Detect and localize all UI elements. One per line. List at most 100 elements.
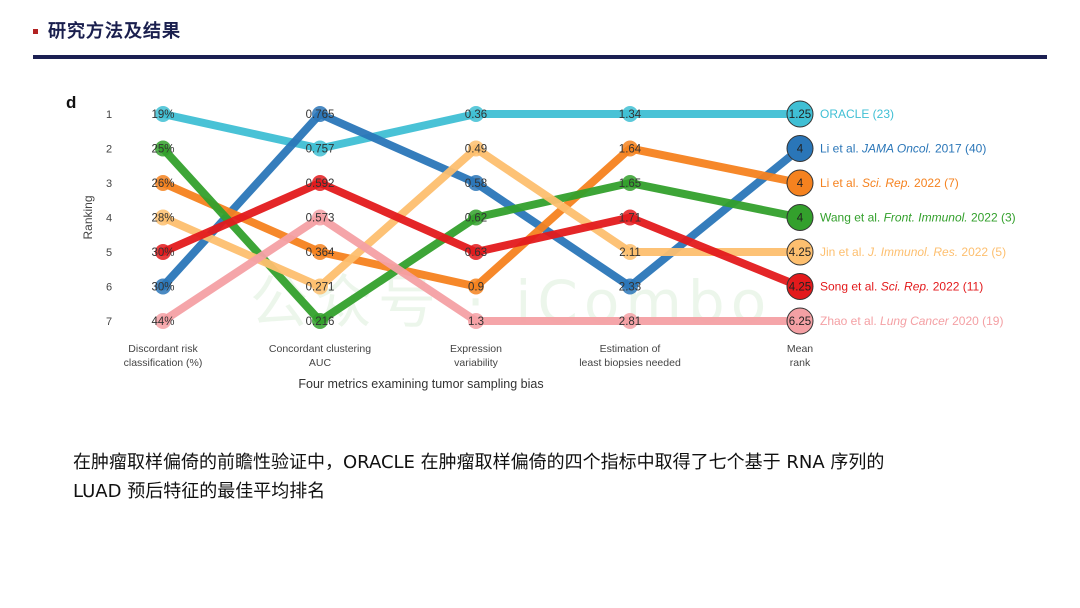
bullet-square-icon	[33, 28, 38, 34]
data-point-marker	[155, 140, 171, 157]
data-point-value: 0.216	[306, 316, 335, 328]
data-point-value: 1.71	[619, 213, 641, 225]
x-category-label: AUC	[309, 357, 332, 369]
data-point-marker	[622, 106, 638, 122]
data-point-marker	[312, 140, 328, 157]
x-category-label: Estimation of	[600, 343, 661, 355]
series-line	[159, 144, 804, 325]
x-category-label: Concordant clustering	[269, 343, 371, 355]
data-point-marker	[468, 278, 484, 295]
data-point-value: 30%	[151, 247, 174, 259]
data-point-marker	[622, 244, 638, 260]
slide-header: 研究方法及结果	[33, 14, 181, 46]
mean-rank-value: 4.25	[789, 282, 811, 294]
mean-rank-value: 6.25	[789, 316, 811, 328]
data-point-marker	[155, 244, 171, 260]
x-category-label: classification (%)	[124, 357, 203, 369]
slide-title: 研究方法及结果	[48, 21, 181, 41]
data-point-marker	[622, 278, 638, 295]
legend-label: Li et al. Sci. Rep. 2022 (7)	[820, 176, 959, 190]
y-tick-label: 6	[106, 282, 112, 294]
data-point-marker	[622, 140, 638, 157]
data-point-value: 1.65	[619, 178, 641, 190]
y-tick-label: 4	[106, 213, 112, 225]
mean-rank-value: 4	[797, 178, 804, 190]
y-tick-label: 3	[106, 178, 112, 190]
data-point-marker	[622, 175, 638, 191]
data-point-value: 1.3	[468, 316, 484, 328]
data-point-marker	[468, 244, 484, 260]
data-point-marker	[312, 209, 328, 226]
data-point-marker	[155, 175, 171, 191]
data-point-value: 0.271	[306, 282, 335, 294]
x-category-label: rank	[790, 357, 811, 369]
data-point-marker	[468, 106, 484, 122]
data-point-value: 19%	[151, 109, 174, 121]
data-point-marker	[155, 209, 171, 226]
x-category-label: variability	[454, 357, 499, 369]
data-point-value: 0.49	[465, 144, 487, 156]
mean-rank-value: 1.25	[789, 109, 811, 121]
mean-rank-value: 4	[797, 213, 804, 225]
y-tick-label: 5	[106, 247, 112, 259]
data-point-marker	[468, 140, 484, 157]
data-point-value: 0.573	[306, 213, 335, 225]
data-point-marker	[312, 175, 328, 191]
y-tick-label: 1	[106, 109, 112, 121]
data-point-marker	[155, 278, 171, 295]
data-point-marker	[622, 313, 638, 329]
legend-label: Zhao et al. Lung Cancer 2020 (19)	[820, 314, 1003, 328]
data-point-value: 0.757	[306, 144, 335, 156]
bump-chart: d 1 2 3 4 5 6 7 Ranking 19% 0.757 0.36 1.34 30% 0.765 0…	[60, 90, 1060, 400]
data-point-value: 0.592	[306, 178, 335, 190]
data-point-marker	[312, 244, 328, 260]
data-point-value: 0.63	[465, 247, 487, 259]
header-divider	[33, 55, 1047, 59]
data-point-value: 2.81	[619, 316, 641, 328]
data-point-value: 44%	[151, 316, 174, 328]
data-point-marker	[622, 209, 638, 226]
x-axis-label: Four metrics examining tumor sampling bi…	[298, 377, 543, 391]
mean-rank-value: 4	[797, 144, 804, 156]
data-point-value: 2.33	[619, 282, 641, 294]
data-point-marker	[155, 106, 171, 122]
legend-label: Song et al. Sci. Rep. 2022 (11)	[820, 280, 983, 294]
legend-label: Li et al. JAMA Oncol. 2017 (40)	[820, 142, 986, 156]
x-category-label: Mean	[787, 343, 813, 355]
y-axis-label: Ranking	[81, 195, 95, 239]
caption: 在肿瘤取样偏倚的前瞻性验证中，ORACLE 在肿瘤取样偏倚的四个指标中取得了七个…	[73, 448, 1013, 506]
data-point-value: 1.64	[619, 144, 642, 156]
panel-label: d	[66, 93, 76, 112]
data-point-marker	[312, 278, 328, 295]
data-point-value: 0.765	[306, 109, 335, 121]
mean-rank-marker	[786, 100, 814, 128]
mean-rank-value: 4.25	[789, 247, 811, 259]
y-tick-label: 7	[106, 316, 112, 328]
mean-rank-marker	[786, 307, 814, 335]
data-point-value: 0.58	[465, 178, 487, 190]
mean-rank-marker	[786, 135, 814, 162]
data-point-marker	[468, 175, 484, 191]
data-point-value: 28%	[151, 213, 174, 225]
data-point-value: 25%	[151, 144, 174, 156]
data-point-marker	[468, 209, 484, 226]
data-point-value: 0.364	[306, 247, 335, 259]
y-tick-label: 2	[106, 144, 112, 156]
data-point-value: 1.34	[619, 109, 642, 121]
x-category-label: Expression	[450, 343, 502, 355]
series-line	[159, 213, 804, 325]
caption-line-2: LUAD 预后特征的最佳平均排名	[73, 481, 326, 502]
mean-rank-marker	[786, 204, 814, 231]
x-category-label: Discordant risk	[128, 343, 198, 355]
caption-line-1: 在肿瘤取样偏倚的前瞻性验证中，ORACLE 在肿瘤取样偏倚的四个指标中取得了七个…	[73, 452, 885, 473]
mean-rank-marker	[786, 238, 814, 266]
legend-label: ORACLE (23)	[820, 107, 894, 121]
x-category-label: least biopsies needed	[579, 357, 681, 369]
legend-label: Wang et al. Front. Immunol. 2022 (3)	[820, 211, 1016, 225]
legend-label: Jin et al. J. Immunol. Res. 2022 (5)	[820, 245, 1006, 259]
data-point-marker	[312, 106, 328, 122]
mean-rank-marker	[786, 169, 814, 197]
data-point-marker	[155, 313, 171, 329]
data-point-value: 0.62	[465, 213, 487, 225]
